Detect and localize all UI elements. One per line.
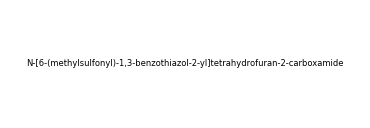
Text: N-[6-(methylsulfonyl)-1,3-benzothiazol-2-yl]tetrahydrofuran-2-carboxamide: N-[6-(methylsulfonyl)-1,3-benzothiazol-2… (26, 60, 344, 68)
